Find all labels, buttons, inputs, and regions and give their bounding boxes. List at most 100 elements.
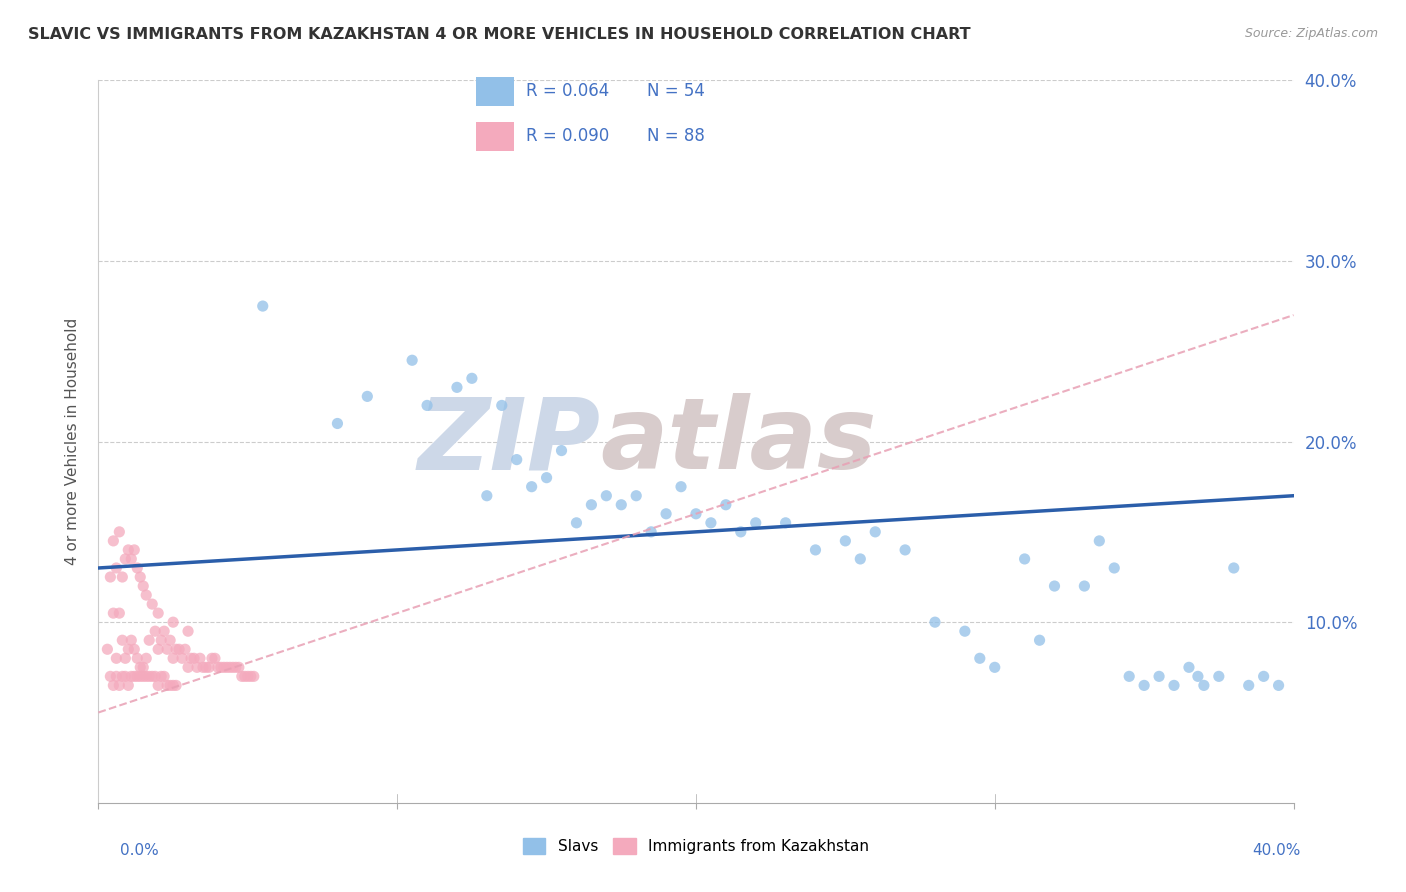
Text: 40.0%: 40.0% xyxy=(1253,843,1301,858)
Point xyxy=(1133,678,1156,692)
Point xyxy=(143,669,166,683)
Point xyxy=(1178,660,1201,674)
Point xyxy=(103,533,125,548)
Point xyxy=(138,633,160,648)
Point xyxy=(730,524,752,539)
Point xyxy=(117,542,139,557)
Point xyxy=(356,389,378,403)
Point xyxy=(1073,579,1095,593)
Text: N = 88: N = 88 xyxy=(647,128,704,145)
Point xyxy=(416,398,439,412)
Point xyxy=(700,516,723,530)
Point xyxy=(252,299,274,313)
Point xyxy=(849,552,872,566)
Point xyxy=(127,669,149,683)
Point xyxy=(506,452,529,467)
Point xyxy=(162,678,184,692)
Text: Source: ZipAtlas.com: Source: ZipAtlas.com xyxy=(1244,27,1378,40)
Text: R = 0.064: R = 0.064 xyxy=(526,82,609,100)
Point xyxy=(1267,678,1289,692)
Point xyxy=(143,624,166,639)
Point xyxy=(714,498,737,512)
Point xyxy=(105,561,128,575)
Point xyxy=(924,615,946,630)
Point xyxy=(239,669,262,683)
Bar xyxy=(475,77,515,105)
Text: ZIP: ZIP xyxy=(418,393,600,490)
Point xyxy=(150,669,173,683)
Point xyxy=(135,651,157,665)
Point xyxy=(138,669,160,683)
Point xyxy=(401,353,423,368)
Point xyxy=(231,669,253,683)
Point xyxy=(117,678,139,692)
Point xyxy=(581,498,603,512)
Point xyxy=(1088,533,1111,548)
Point xyxy=(162,651,184,665)
Point xyxy=(969,651,991,665)
Point xyxy=(212,660,235,674)
Point xyxy=(775,516,797,530)
Point xyxy=(165,642,187,657)
Point xyxy=(156,642,179,657)
Point xyxy=(148,606,170,620)
Point xyxy=(222,660,245,674)
Point xyxy=(215,660,238,674)
Legend: Slavs, Immigrants from Kazakhstan: Slavs, Immigrants from Kazakhstan xyxy=(516,832,876,860)
Point xyxy=(984,660,1007,674)
Point xyxy=(108,606,131,620)
Text: SLAVIC VS IMMIGRANTS FROM KAZAKHSTAN 4 OR MORE VEHICLES IN HOUSEHOLD CORRELATION: SLAVIC VS IMMIGRANTS FROM KAZAKHSTAN 4 O… xyxy=(28,27,970,42)
Point xyxy=(159,678,181,692)
Point xyxy=(201,651,224,665)
Point xyxy=(1208,669,1230,683)
Point xyxy=(105,669,128,683)
Point xyxy=(103,678,125,692)
Point xyxy=(1192,678,1215,692)
Point xyxy=(219,660,242,674)
Point xyxy=(135,588,157,602)
Point xyxy=(96,642,118,657)
Point xyxy=(669,480,692,494)
Point xyxy=(124,542,146,557)
Point xyxy=(745,516,768,530)
Point xyxy=(1163,678,1185,692)
Point xyxy=(475,489,498,503)
Point xyxy=(132,669,155,683)
Point xyxy=(120,669,142,683)
Point xyxy=(610,498,633,512)
Bar xyxy=(475,122,515,151)
Point xyxy=(195,660,218,674)
Text: R = 0.090: R = 0.090 xyxy=(526,128,609,145)
Point xyxy=(172,651,194,665)
Point xyxy=(326,417,349,431)
Point xyxy=(804,542,827,557)
Point xyxy=(120,633,142,648)
Point xyxy=(135,669,157,683)
Point xyxy=(127,651,149,665)
Point xyxy=(191,660,214,674)
Point xyxy=(103,606,125,620)
Point xyxy=(120,552,142,566)
Point xyxy=(105,651,128,665)
Point xyxy=(111,633,134,648)
Y-axis label: 4 or more Vehicles in Household: 4 or more Vehicles in Household xyxy=(65,318,80,566)
Point xyxy=(228,660,250,674)
Point xyxy=(141,669,163,683)
Point xyxy=(150,633,173,648)
Point xyxy=(183,651,205,665)
Point xyxy=(595,489,617,503)
Point xyxy=(461,371,484,385)
Text: 0.0%: 0.0% xyxy=(120,843,159,858)
Point xyxy=(1104,561,1126,575)
Point xyxy=(148,642,170,657)
Point xyxy=(550,443,572,458)
Point xyxy=(180,651,202,665)
Point xyxy=(98,570,122,584)
Point xyxy=(174,642,197,657)
Point xyxy=(536,471,558,485)
Point xyxy=(156,678,179,692)
Point xyxy=(1237,678,1260,692)
Point xyxy=(834,533,856,548)
Point xyxy=(114,669,136,683)
Point xyxy=(1028,633,1050,648)
